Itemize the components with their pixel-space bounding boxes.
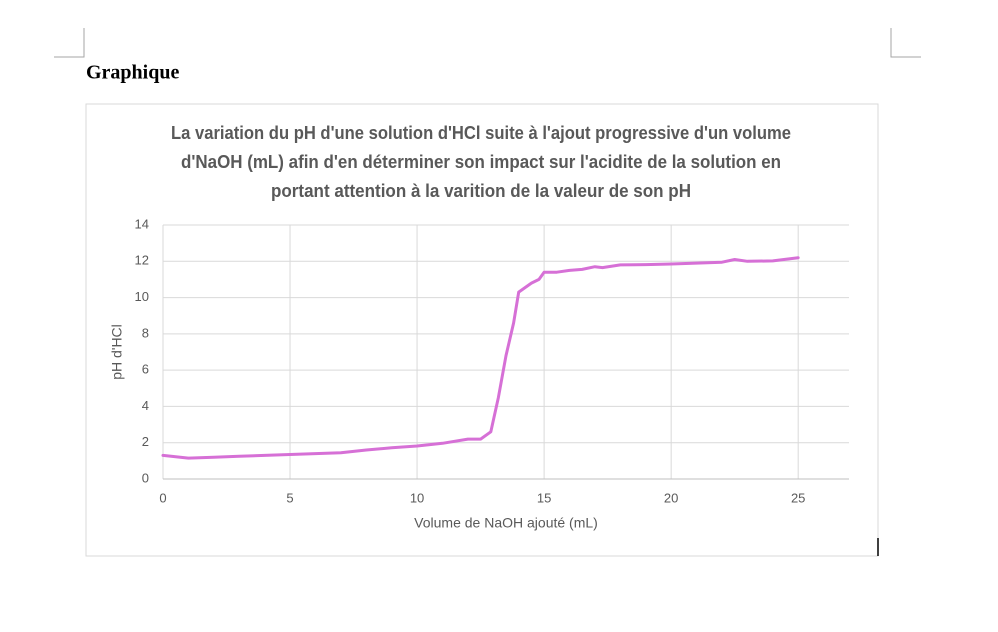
y-tick-label: 14 xyxy=(135,216,149,231)
y-tick-label: 0 xyxy=(142,470,149,485)
x-tick-label: 0 xyxy=(159,490,166,505)
x-tick-label: 20 xyxy=(664,490,678,505)
heading: Graphique xyxy=(86,62,179,84)
page-corner-marks xyxy=(54,28,921,58)
x-tick-label: 5 xyxy=(286,490,293,505)
chart-title: La variation du pH d'une solution d'HCl … xyxy=(171,123,791,143)
x-tick-label: 15 xyxy=(537,490,551,505)
data-line xyxy=(161,256,800,460)
y-tick-label: 6 xyxy=(142,362,149,377)
y-tick-label: 2 xyxy=(142,434,149,449)
y-tick-label: 4 xyxy=(142,398,149,413)
chart-title: d'NaOH (mL) afin d'en déterminer son imp… xyxy=(181,152,781,172)
y-tick-label: 8 xyxy=(142,325,149,340)
x-tick-label: 25 xyxy=(791,490,805,505)
chart-title: portant attention à la varition de la va… xyxy=(271,181,691,201)
y-axis-label: pH d'HCl xyxy=(109,324,125,380)
y-tick-label: 12 xyxy=(135,253,149,268)
chart-frame xyxy=(85,103,879,557)
x-axis-label: Volume de NaOH ajouté (mL) xyxy=(414,515,598,531)
x-tick-label: 10 xyxy=(410,490,424,505)
y-tick-label: 10 xyxy=(135,289,149,304)
